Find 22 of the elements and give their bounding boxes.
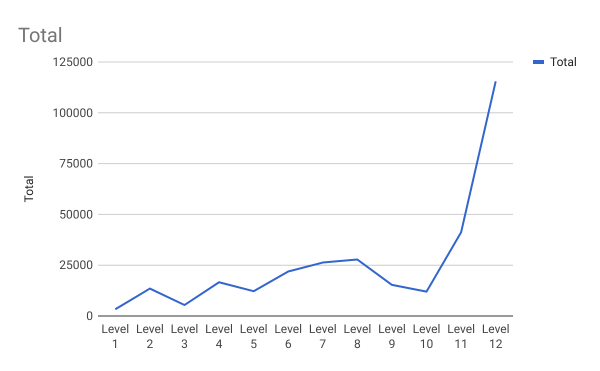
line-series [114, 80, 497, 310]
x-tick-label: Level 11 [447, 322, 476, 351]
x-tick-label: Level 2 [136, 322, 164, 351]
x-tick-label: Level 9 [378, 322, 406, 351]
x-tick-label: Level 1 [101, 322, 130, 351]
x-tick-label: Level 8 [343, 322, 372, 351]
y-tick-label: 75000 [59, 156, 94, 171]
y-tick-label: 125000 [52, 55, 94, 69]
y-tick-label: 50000 [59, 207, 94, 222]
y-axis-title: Total [22, 176, 36, 202]
x-tick-label: Level 6 [274, 322, 302, 351]
y-tick-label: 25000 [59, 258, 94, 272]
x-tick-label: Level 5 [240, 322, 268, 351]
x-tick-label: Level 10 [412, 322, 440, 351]
y-tick-label: 100000 [52, 106, 94, 120]
x-tick-label: Level 3 [170, 322, 198, 351]
y-tick-label: 0 [86, 309, 94, 323]
chart-title: Total [18, 23, 63, 47]
x-tick-label: Level 4 [205, 322, 233, 351]
x-tick-label: Level 12 [482, 322, 510, 351]
x-tick-label: Level 7 [308, 322, 337, 351]
legend-label: Total [550, 55, 577, 69]
